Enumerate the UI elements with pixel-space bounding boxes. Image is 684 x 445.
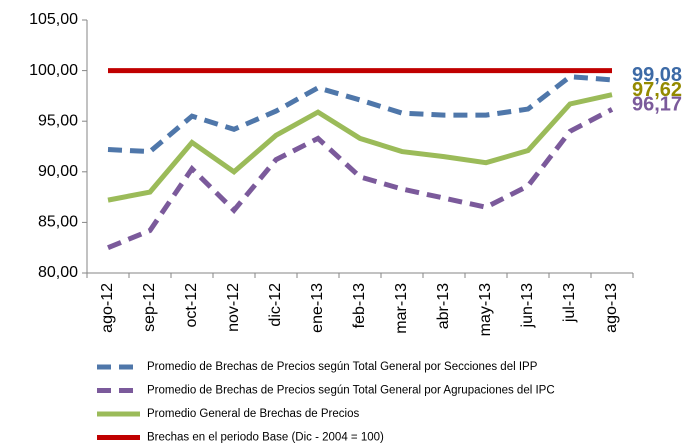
legend-label: Brechas en el periodo Base (Dic - 2004 =… bbox=[147, 432, 384, 444]
x-tick-label: dic-12 bbox=[267, 283, 284, 327]
y-tick-label: 80,00 bbox=[38, 264, 78, 281]
y-tick-label: 90,00 bbox=[38, 163, 78, 180]
x-tick-label: oct-12 bbox=[183, 283, 200, 328]
series-line bbox=[107, 92, 613, 203]
y-tick-label: 85,00 bbox=[38, 214, 78, 231]
value-label: 99,08 bbox=[632, 64, 682, 86]
legend-label: Promedio de Brechas de Precios según Tot… bbox=[147, 385, 555, 397]
series-line bbox=[107, 74, 613, 155]
x-tick-label: nov-12 bbox=[225, 283, 242, 332]
series-line bbox=[107, 107, 614, 251]
y-tick-label: 100,00 bbox=[29, 62, 78, 79]
x-tick-label: ago-12 bbox=[99, 283, 116, 333]
value-label: 97,62 bbox=[632, 79, 682, 101]
x-tick-label: ago-13 bbox=[603, 283, 620, 333]
y-tick-label: 95,00 bbox=[38, 112, 78, 129]
x-tick-label: ene-13 bbox=[309, 283, 326, 333]
x-tick-label: feb-13 bbox=[351, 283, 368, 328]
x-tick-label: sep-12 bbox=[141, 283, 158, 332]
legend-label: Promedio General de Brechas de Precios bbox=[147, 408, 359, 420]
x-tick-label: abr-13 bbox=[435, 283, 452, 329]
x-tick-label: jul-13 bbox=[561, 283, 578, 323]
value-label: 96,17 bbox=[632, 94, 682, 116]
y-tick-label: 105,00 bbox=[29, 11, 78, 28]
x-tick-label: mar-13 bbox=[393, 283, 410, 334]
x-tick-label: jun-13 bbox=[519, 283, 536, 329]
legend-label: Promedio de Brechas de Precios según Tot… bbox=[147, 361, 538, 373]
x-tick-label: may-13 bbox=[477, 283, 494, 336]
